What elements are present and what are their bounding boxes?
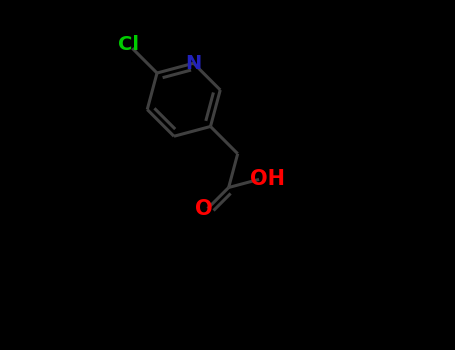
Text: Cl: Cl	[118, 35, 139, 54]
Text: O: O	[195, 198, 213, 218]
Text: OH: OH	[250, 169, 285, 189]
Text: N: N	[185, 54, 202, 73]
